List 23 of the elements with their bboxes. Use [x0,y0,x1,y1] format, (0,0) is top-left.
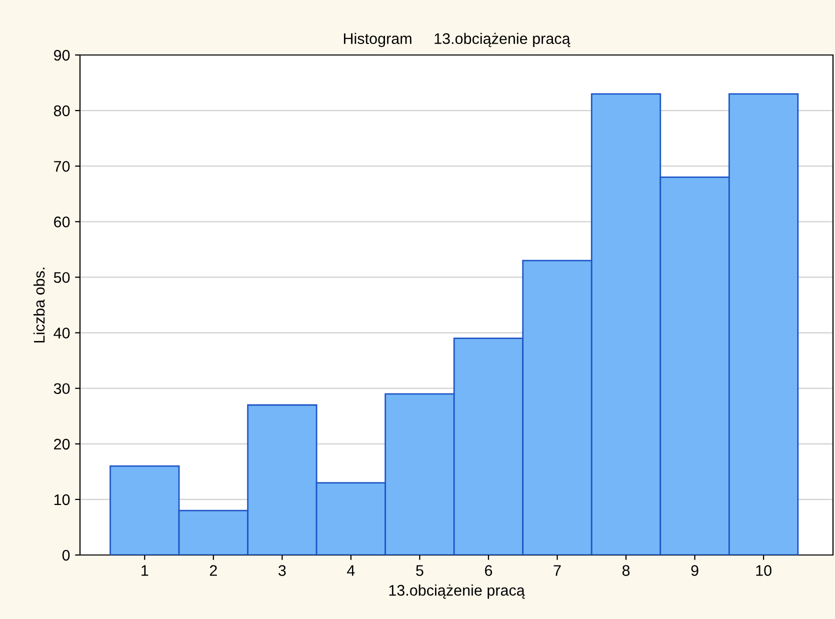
y-tick-label: 90 [54,50,70,61]
x-tick-label: 10 [756,565,772,576]
x-tick-label: 9 [691,565,698,576]
x-tick-label: 3 [278,565,286,576]
x-axis-title: 13.obciążenie pracą [389,584,525,599]
y-tick-label: 10 [54,494,70,506]
x-tick-label: 4 [347,565,355,576]
x-tick-label: 5 [416,565,424,576]
y-tick-label: 20 [54,438,70,450]
x-tick-label: 2 [210,565,217,576]
x-tick-label: 6 [485,565,492,576]
y-tick-label: 0 [62,550,70,561]
y-tick-label: 50 [54,272,70,283]
y-tick-label: 60 [54,216,70,228]
y-tick-label: 30 [54,383,70,394]
x-tick-label: 7 [554,565,561,576]
y-axis-title: Liczba obs. [33,268,45,342]
y-tick-label: 80 [54,105,70,116]
x-tick-label: 8 [622,565,630,576]
x-tick-label: 1 [142,565,148,576]
chart-title: Histogram 13.obciążenie pracą [344,32,570,48]
y-tick-label: 70 [54,160,70,172]
y-tick-label: 40 [54,328,70,338]
